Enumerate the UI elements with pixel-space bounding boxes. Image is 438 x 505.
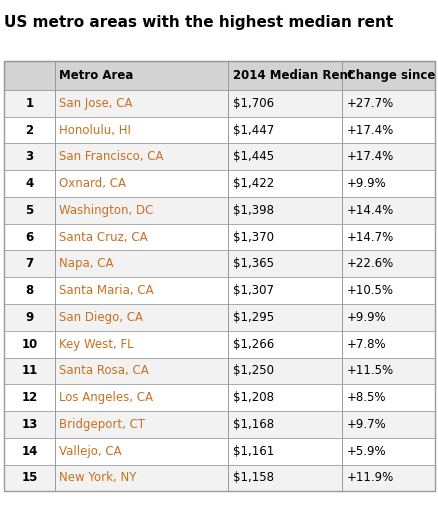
Text: +11.5%: +11.5% <box>346 365 393 377</box>
Text: 4: 4 <box>25 177 34 190</box>
Text: +22.6%: +22.6% <box>346 258 393 270</box>
Text: $1,208: $1,208 <box>232 391 273 404</box>
Text: New York, NY: New York, NY <box>59 472 136 484</box>
Text: 9: 9 <box>25 311 34 324</box>
Text: $1,161: $1,161 <box>232 445 273 458</box>
Text: 10: 10 <box>21 338 38 350</box>
Bar <box>4 117 434 143</box>
Text: Napa, CA: Napa, CA <box>59 258 113 270</box>
Text: +17.4%: +17.4% <box>346 150 393 163</box>
Text: $1,398: $1,398 <box>232 204 273 217</box>
Text: 11: 11 <box>21 365 38 377</box>
Text: +9.9%: +9.9% <box>346 177 386 190</box>
Text: $1,158: $1,158 <box>232 472 273 484</box>
Text: San Francisco, CA: San Francisco, CA <box>59 150 163 163</box>
Text: US metro areas with the highest median rent: US metro areas with the highest median r… <box>4 15 393 30</box>
Text: $1,370: $1,370 <box>232 231 273 243</box>
Text: +14.4%: +14.4% <box>346 204 393 217</box>
Bar <box>4 411 434 438</box>
Bar <box>4 331 434 358</box>
Text: +14.7%: +14.7% <box>346 231 393 243</box>
Text: Metro Area: Metro Area <box>59 69 133 82</box>
Bar <box>4 250 434 277</box>
Text: Oxnard, CA: Oxnard, CA <box>59 177 126 190</box>
Text: +9.9%: +9.9% <box>346 311 386 324</box>
Bar <box>4 384 434 411</box>
Text: 13: 13 <box>21 418 38 431</box>
Text: 8: 8 <box>25 284 34 297</box>
Bar <box>4 277 434 304</box>
Text: 6: 6 <box>25 231 34 243</box>
Text: $1,447: $1,447 <box>232 124 273 136</box>
Text: 1: 1 <box>25 97 34 110</box>
Text: Santa Cruz, CA: Santa Cruz, CA <box>59 231 148 243</box>
Text: Los Angeles, CA: Los Angeles, CA <box>59 391 153 404</box>
Text: 14: 14 <box>21 445 38 458</box>
Bar <box>4 224 434 250</box>
Bar <box>4 170 434 197</box>
Text: $1,250: $1,250 <box>232 365 273 377</box>
Text: $1,168: $1,168 <box>232 418 273 431</box>
Text: Honolulu, HI: Honolulu, HI <box>59 124 131 136</box>
Bar <box>4 90 434 117</box>
Text: San Jose, CA: San Jose, CA <box>59 97 132 110</box>
Text: +5.9%: +5.9% <box>346 445 385 458</box>
Text: +10.5%: +10.5% <box>346 284 393 297</box>
Text: $1,445: $1,445 <box>232 150 273 163</box>
Text: +27.7%: +27.7% <box>346 97 393 110</box>
Text: $1,365: $1,365 <box>232 258 273 270</box>
Text: 15: 15 <box>21 472 38 484</box>
Bar <box>4 304 434 331</box>
Text: $1,706: $1,706 <box>232 97 273 110</box>
Bar <box>4 61 434 491</box>
Text: Change since 2010: Change since 2010 <box>346 69 438 82</box>
Text: Vallejo, CA: Vallejo, CA <box>59 445 122 458</box>
Text: +7.8%: +7.8% <box>346 338 385 350</box>
Text: $1,266: $1,266 <box>232 338 273 350</box>
Bar <box>4 438 434 465</box>
Bar <box>4 143 434 170</box>
Text: 5: 5 <box>25 204 34 217</box>
Text: $1,422: $1,422 <box>232 177 273 190</box>
Text: Bridgeport, CT: Bridgeport, CT <box>59 418 145 431</box>
Text: 7: 7 <box>25 258 34 270</box>
Text: 2014 Median Rent: 2014 Median Rent <box>232 69 352 82</box>
Text: $1,307: $1,307 <box>232 284 273 297</box>
Text: +11.9%: +11.9% <box>346 472 393 484</box>
Text: Santa Maria, CA: Santa Maria, CA <box>59 284 154 297</box>
Text: San Diego, CA: San Diego, CA <box>59 311 143 324</box>
Bar <box>4 358 434 384</box>
Text: +8.5%: +8.5% <box>346 391 385 404</box>
Text: Key West, FL: Key West, FL <box>59 338 134 350</box>
Text: $1,295: $1,295 <box>232 311 273 324</box>
Bar <box>4 465 434 491</box>
Text: +17.4%: +17.4% <box>346 124 393 136</box>
Text: Santa Rosa, CA: Santa Rosa, CA <box>59 365 148 377</box>
Text: 2: 2 <box>25 124 34 136</box>
Text: 12: 12 <box>21 391 38 404</box>
Text: Washington, DC: Washington, DC <box>59 204 153 217</box>
Text: +9.7%: +9.7% <box>346 418 386 431</box>
Bar <box>4 197 434 224</box>
Text: 3: 3 <box>25 150 34 163</box>
Bar <box>4 61 434 90</box>
